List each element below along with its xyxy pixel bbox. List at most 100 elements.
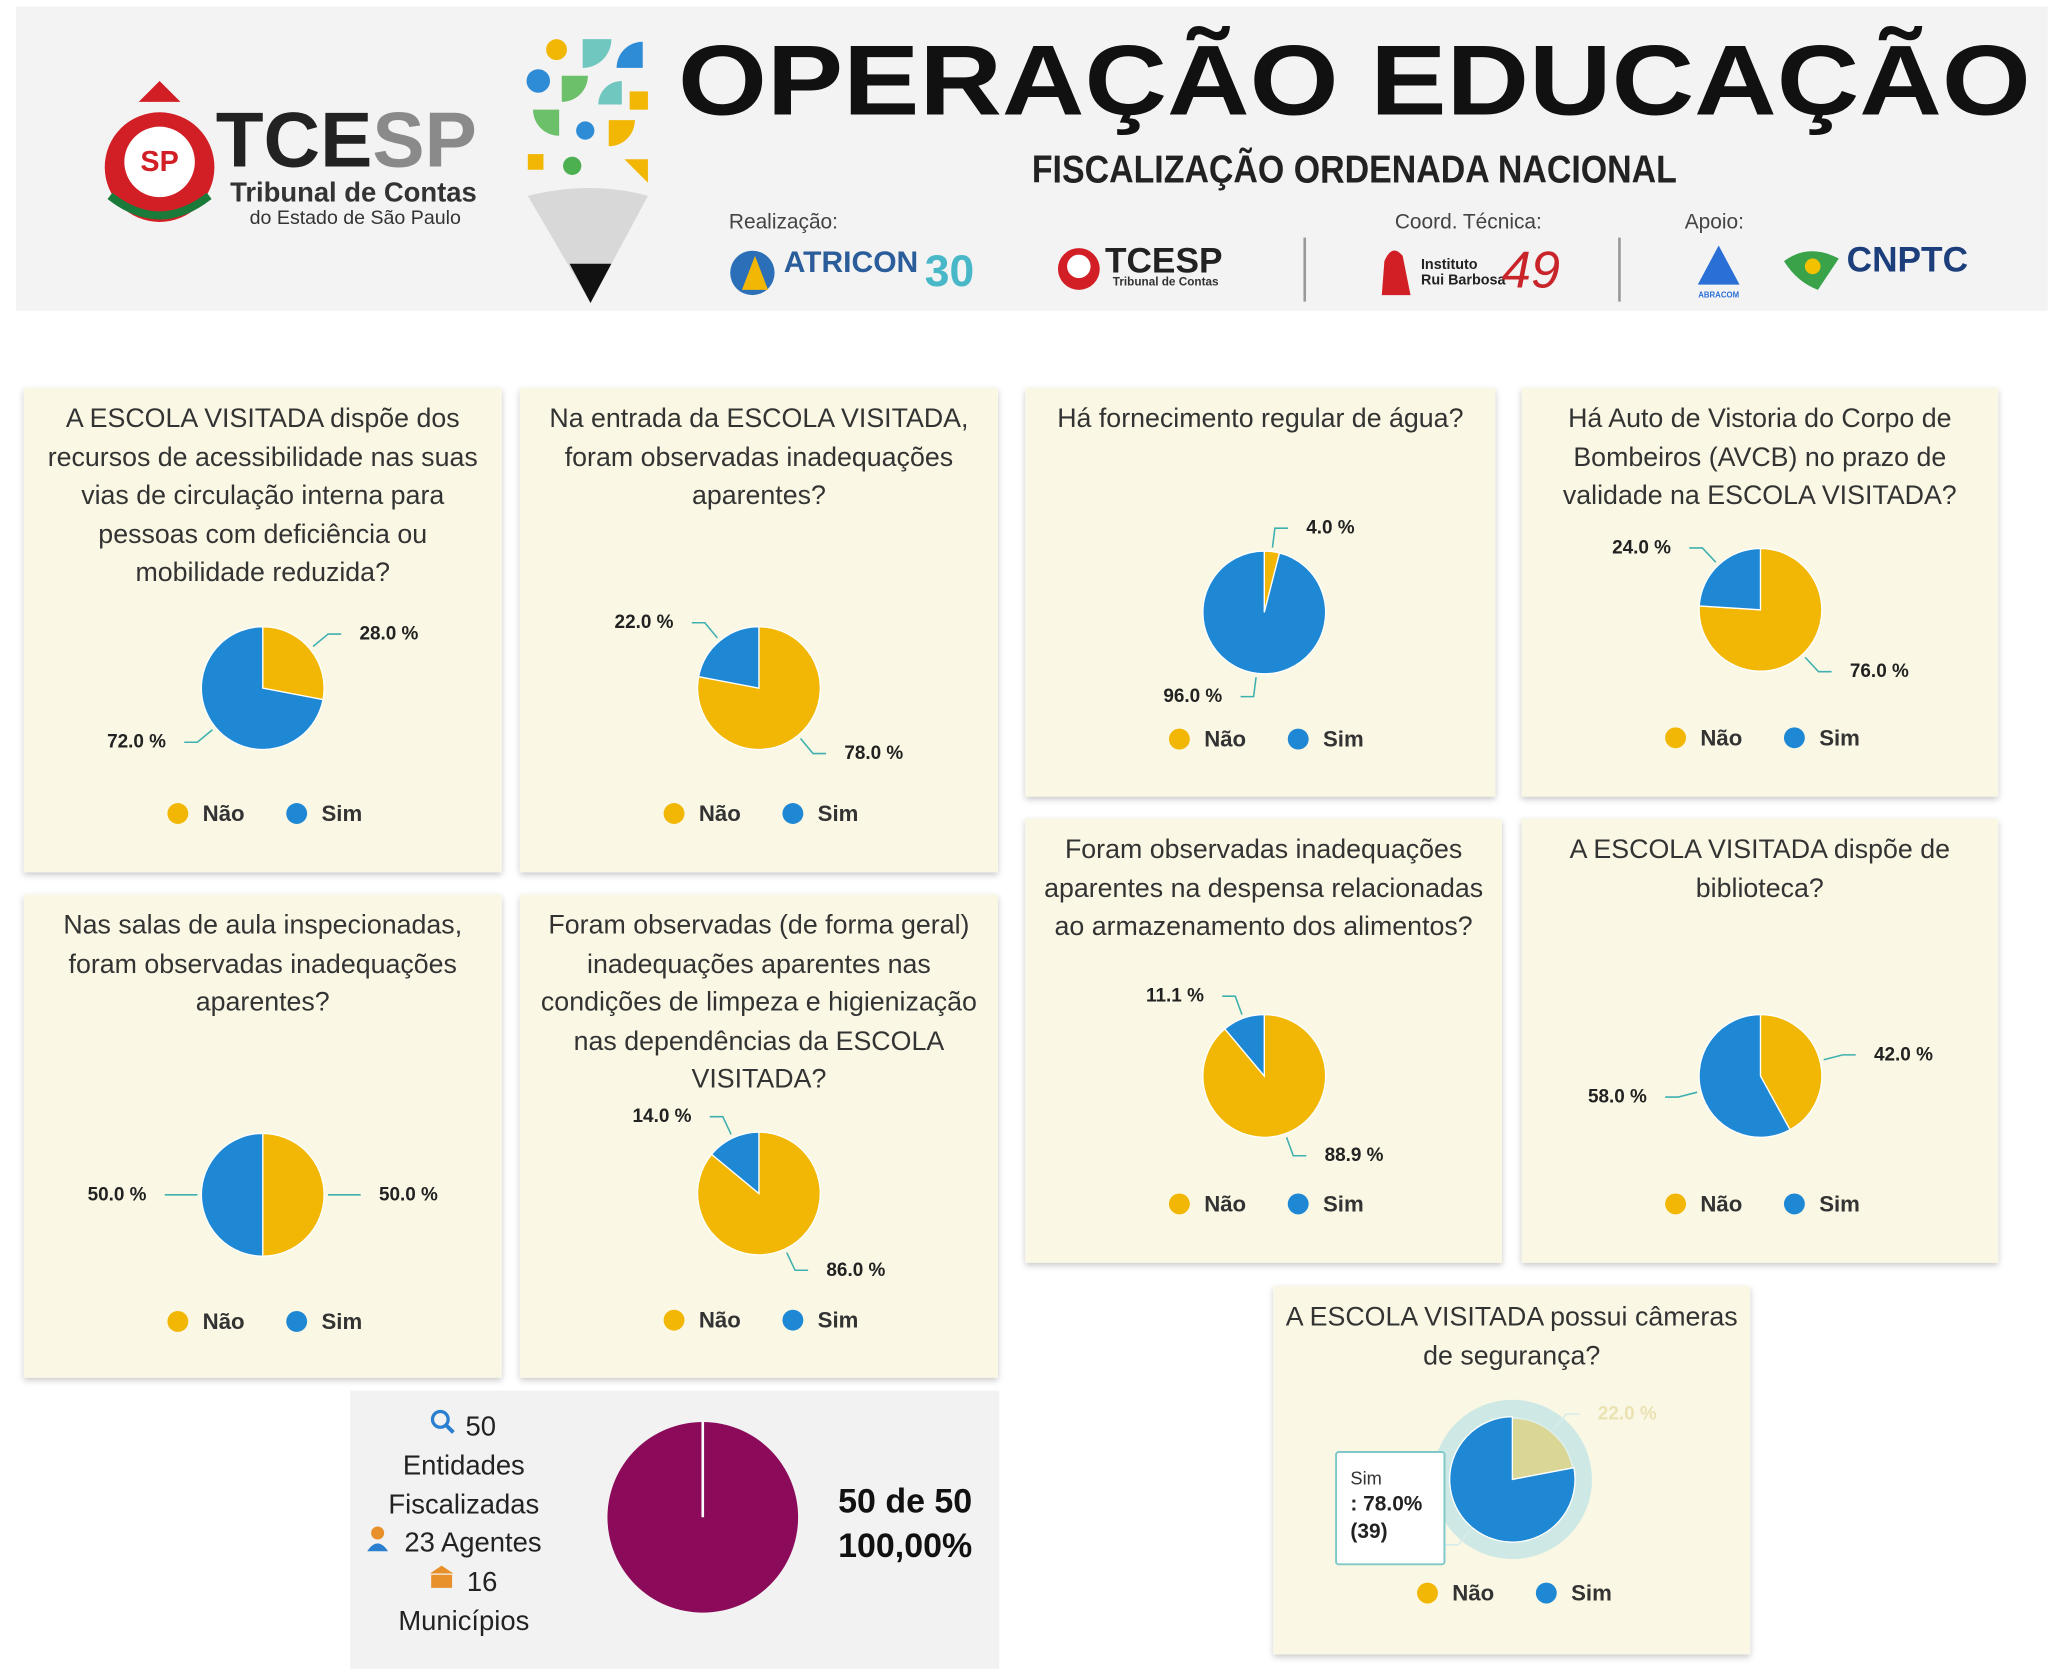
cnptc-name: CNPTC xyxy=(1847,240,1968,279)
legend-label: Não xyxy=(699,801,741,826)
tooltip-count: (39) xyxy=(1350,1520,1387,1543)
pie-slice xyxy=(1223,1013,1265,1078)
pie-slice xyxy=(697,626,760,689)
value-label: 11.1 % xyxy=(1146,986,1204,1007)
municipalities-label: Municípios xyxy=(398,1605,529,1636)
small-logo-name: TCESP xyxy=(1105,242,1223,281)
entities-count: 50 xyxy=(466,1410,496,1441)
legend-marker xyxy=(1168,1193,1190,1215)
legend-marker xyxy=(1287,1193,1309,1215)
pie-slice xyxy=(1202,550,1327,675)
pie-slice xyxy=(710,1131,760,1195)
pie-slice xyxy=(1449,1416,1576,1543)
entities-label: Entidades xyxy=(403,1450,525,1481)
value-label: 50.0 % xyxy=(88,1184,147,1205)
pie-slice xyxy=(1759,1013,1823,1131)
page-title: OPERAÇÃO EDUCAÇÃO xyxy=(678,24,2031,136)
legend-label: Sim xyxy=(321,1309,362,1334)
chart-title: Há fornecimento regular de água? xyxy=(1057,403,1464,434)
irb-line1: Instituto xyxy=(1421,257,1478,273)
pencil-graphic xyxy=(526,39,648,303)
legend-marker xyxy=(1417,1582,1438,1604)
chart-title-box: A ESCOLA VISITADA dispõe de biblioteca? xyxy=(1569,834,1951,903)
atricon-icon-a xyxy=(741,255,769,290)
leader-line xyxy=(799,737,827,755)
value-label: 22.0 % xyxy=(1598,1404,1657,1425)
legend-marker xyxy=(286,803,308,824)
value-label: 42.0 % xyxy=(1874,1044,1933,1065)
irb-years: 49 xyxy=(1502,241,1560,299)
leader-line xyxy=(1689,547,1717,563)
chart-title-box: Há Auto de Vistoria do Corpo de Bombeiro… xyxy=(1562,403,1957,511)
chart-title: Há Auto de Vistoria do Corpo de Bombeiro… xyxy=(1562,403,1957,511)
municipalities-count: 16 xyxy=(467,1566,497,1597)
legend-label: Sim xyxy=(1819,1191,1860,1216)
chart-title-box: Foram observadas inadequações aparentes … xyxy=(1044,834,1483,941)
deco xyxy=(561,75,588,102)
legend-label: Não xyxy=(1700,1191,1742,1216)
deco xyxy=(629,91,648,110)
legend-marker xyxy=(1287,728,1309,750)
tooltip-value: : 78.0% xyxy=(1350,1493,1422,1516)
value-label: 86.0 % xyxy=(826,1260,885,1281)
leader-line xyxy=(312,633,342,648)
agents: 23 Agentes xyxy=(404,1527,541,1558)
irb-icon xyxy=(1381,250,1411,296)
small-logo-line: Tribunal de Contas xyxy=(1113,276,1219,289)
value-label: 58.0 % xyxy=(1588,1087,1647,1108)
deco xyxy=(563,156,582,175)
header-background xyxy=(15,6,2048,311)
value-label: 28.0 % xyxy=(359,624,418,645)
atricon-name: ATRICON xyxy=(784,246,919,279)
leader-line xyxy=(786,1252,809,1272)
logo-line1: Tribunal de Contas xyxy=(230,176,477,207)
legend-label: Sim xyxy=(1323,727,1364,752)
leader-line xyxy=(691,621,718,639)
chart-title: Na entrada da ESCOLA VISITADA, foram obs… xyxy=(549,403,969,511)
deco xyxy=(624,159,648,183)
legend-label: Não xyxy=(203,801,245,826)
chart-title: Nas salas de aula inspecionadas, foram o… xyxy=(63,910,463,1018)
value-label: 78.0 % xyxy=(844,743,903,764)
value-label: 72.0 % xyxy=(107,732,166,753)
legend-label: Não xyxy=(1204,727,1246,752)
abracom-icon xyxy=(1697,245,1740,285)
leader-line xyxy=(709,1115,732,1135)
chart-title-box: Há fornecimento regular de água? xyxy=(1057,403,1464,434)
logo-name: TCESP xyxy=(216,96,477,184)
legend-label: Sim xyxy=(1323,1191,1364,1216)
coord-label: Coord. Técnica: xyxy=(1395,210,1542,233)
legend-label: Não xyxy=(1204,1191,1246,1216)
value-label: 76.0 % xyxy=(1850,661,1909,682)
chart-title: A ESCOLA VISITADA dispõe dos recursos de… xyxy=(47,403,478,588)
search-icon xyxy=(430,1409,450,1429)
legend-label: Sim xyxy=(321,801,362,826)
deco xyxy=(546,39,567,61)
entities-label: Fiscalizadas xyxy=(388,1489,539,1520)
pie-slice xyxy=(200,626,324,751)
leader-line xyxy=(1271,527,1288,548)
leader-line xyxy=(1222,995,1243,1015)
legend-label: Não xyxy=(203,1309,245,1334)
value-label: 22.0 % xyxy=(615,612,674,633)
small-emblem-inner xyxy=(1067,254,1091,279)
leader-line xyxy=(1804,656,1832,673)
chart-title: A ESCOLA VISITADA dispõe de biblioteca? xyxy=(1569,834,1951,903)
pencil-body xyxy=(527,188,648,303)
legend-label: Não xyxy=(1700,725,1742,750)
legend-marker xyxy=(1665,1193,1687,1215)
deco xyxy=(598,80,622,105)
deco xyxy=(582,39,612,68)
pie-slice xyxy=(262,1132,325,1257)
legend-marker xyxy=(1783,1193,1805,1215)
legend-marker xyxy=(782,1309,804,1331)
page-subtitle: FISCALIZAÇÃO ORDENADA NACIONAL xyxy=(1032,147,1677,191)
sponsor-label: Realização: xyxy=(729,210,838,233)
legend-label: Não xyxy=(1452,1581,1494,1606)
agent-icon-body xyxy=(367,1543,389,1552)
legend-marker xyxy=(782,803,804,824)
chart-title-box: A ESCOLA VISITADA dispõe dos recursos de… xyxy=(47,403,478,588)
chart-title-box: A ESCOLA VISITADA possui câmeras de segu… xyxy=(1286,1302,1738,1371)
leader-line xyxy=(1445,1529,1472,1546)
chart-title-box: Nas salas de aula inspecionadas, foram o… xyxy=(63,910,463,1018)
